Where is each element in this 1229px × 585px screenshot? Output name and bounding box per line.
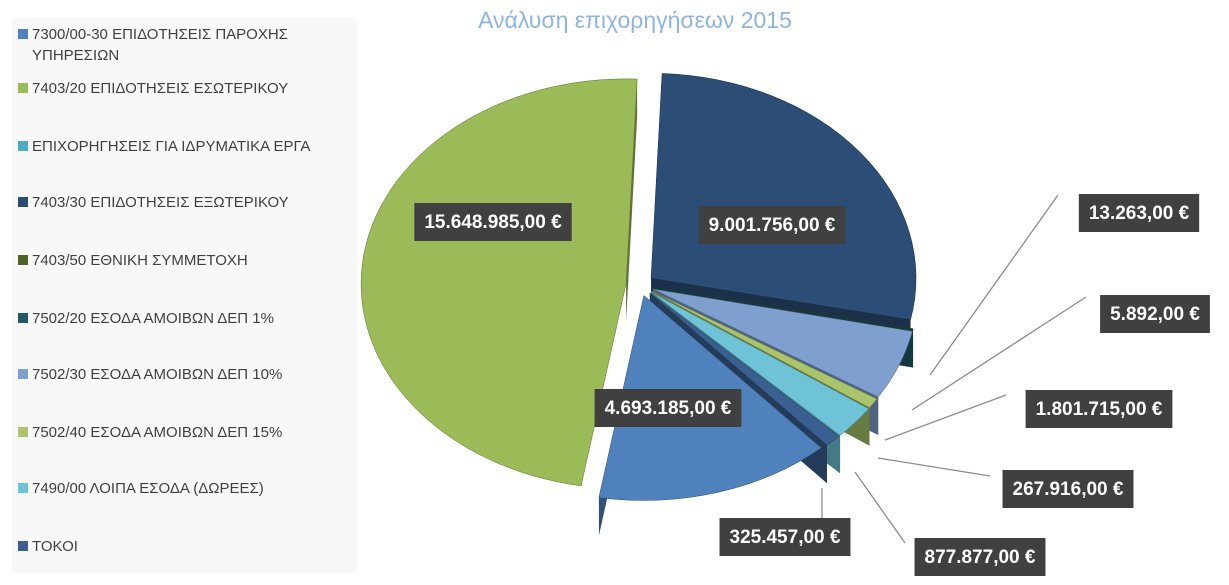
legend-item: ΤΟΚΟΙ [18,536,362,557]
data-label: 15.648.985,00 € [424,212,562,233]
legend-swatch [18,483,28,493]
legend-label: ΕΠΙΧΟΡΗΓΗΣΕΙΣ ΓΙΑ ΙΔΡΥΜΑΤΙΚΑ ΕΡΓΑ [32,138,311,155]
legend-swatch [18,541,28,551]
slice [652,288,913,398]
data-label-box [1002,470,1134,508]
legend-swatch [18,29,28,39]
slice [649,292,840,446]
legend-label: 7502/40 ΕΣΟΔΑ ΑΜΟΙΒΩΝ ΔΕΠ 15% [32,424,283,441]
legend-swatch [18,255,28,265]
legend-swatch [18,313,28,323]
data-label-box [1025,390,1173,428]
legend-label: 7300/00-30 ΕΠΙΔΟΤΗΣΕΙΣ ΠΑΡΟΧΗΣ ΥΠΗΡΕΣΙΩΝ [32,26,288,64]
legend-swatch [18,141,28,151]
legend-label: 7490/00 ΛΟΙΠΑ ΕΣΟΔΑ (ΔΩΡΕΕΣ) [32,480,264,497]
legend-label: 7403/30 ΕΠΙΔΟΤΗΣΕΙΣ ΕΞΩΤΕΡΙΚΟΥ [32,194,289,211]
legend-label: 7403/20 ΕΠΙΔΟΤΗΣΕΙΣ ΕΣΩΤΕΡΙΚΟΥ [32,80,289,97]
legend-item: 7502/20 ΕΣΟΔΑ ΑΜΟΙΒΩΝ ΔΕΠ 1% [18,308,362,329]
data-label: 877.877,00 € [925,547,1036,568]
data-label-box [1100,295,1210,333]
data-label-box [719,518,851,556]
legend-swatch [18,369,28,379]
data-label-box [698,206,846,244]
slice [650,291,869,436]
legend-label: 7403/50 ΕΘΝΙΚΗ ΣΥΜΜΕΤΟΧΗ [32,252,248,269]
legend-item: 7403/30 ΕΠΙΔΟΤΗΣΕΙΣ ΕΞΩΤΕΡΙΚΟΥ [18,192,362,213]
data-label: 325.457,00 € [730,527,841,548]
legend-item: 7502/30 ΕΣΟΔΑ ΑΜΟΙΒΩΝ ΔΕΠ 10% [18,364,362,385]
legend: 7300/00-30 ΕΠΙΔΟΤΗΣΕΙΣ ΠΑΡΟΧΗΣ ΥΠΗΡΕΣΙΩΝ… [12,18,357,573]
legend-swatch [18,427,28,437]
data-label: 5.892,00 € [1110,304,1200,325]
slice [653,286,914,330]
legend-item: 7502/40 ΕΣΟΔΑ ΑΜΟΙΒΩΝ ΔΕΠ 15% [18,422,362,443]
legend-item: 7403/20 ΕΠΙΔΟΤΗΣΕΙΣ ΕΣΩΤΕΡΙΚΟΥ [18,78,362,99]
legend-item: 7403/50 ΕΘΝΙΚΗ ΣΥΜΜΕΤΟΧΗ [18,250,362,271]
legend-swatch [18,83,28,93]
data-label: 9.001.756,00 € [709,215,836,236]
slice [360,78,638,487]
data-label: 4.693.185,00 € [605,398,732,419]
leader-line [877,457,991,477]
chart-title: Ανάλυση επιχορηγήσεων 2015 [478,7,792,33]
slice [651,290,878,409]
legend-item: 7490/00 ΛΟΙΠΑ ΕΣΟΔΑ (ΔΩΡΕΕΣ) [18,478,362,499]
leader-line [911,296,1087,411]
data-label-box [914,538,1046,576]
legend-label: 7502/30 ΕΣΟΔΑ ΑΜΟΙΒΩΝ ΔΕΠ 10% [32,366,283,383]
data-label: 13.263,00 € [1089,203,1190,224]
legend-swatch [18,197,28,207]
legend-item: ΕΠΙΧΟΡΗΓΗΣΕΙΣ ΓΙΑ ΙΔΡΥΜΑΤΙΚΑ ΕΡΓΑ [18,136,362,157]
data-label-box [414,203,572,241]
legend-item: 7300/00-30 ΕΠΙΔΟΤΗΣΕΙΣ ΠΑΡΟΧΗΣ ΥΠΗΡΕΣΙΩΝ [18,24,362,66]
leader-line [929,194,1059,376]
legend-label: 7502/20 ΕΣΟΔΑ ΑΜΟΙΒΩΝ ΔΕΠ 1% [32,310,274,327]
data-label-box [1078,194,1200,232]
slice [650,73,917,321]
leader-line [884,394,1007,441]
data-label: 267.916,00 € [1013,479,1124,500]
legend-label: ΤΟΚΟΙ [32,538,78,555]
data-label-box [594,389,742,427]
data-label: 1.801.715,00 € [1036,399,1163,420]
leader-line [854,471,906,544]
